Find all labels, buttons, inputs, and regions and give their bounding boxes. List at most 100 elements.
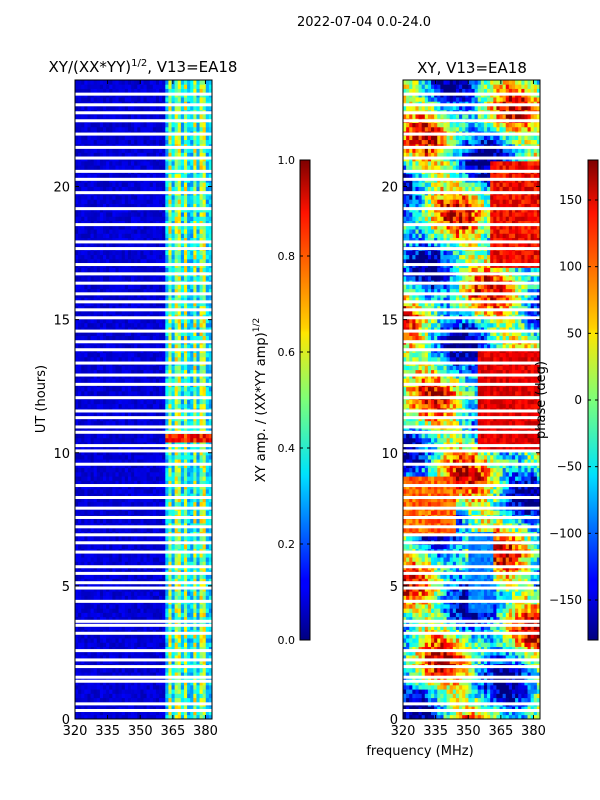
heatmap-cell <box>205 390 210 396</box>
heatmap-cell <box>155 510 160 515</box>
heatmap-cell <box>106 437 110 443</box>
heatmap-cell <box>140 706 144 711</box>
heatmap-cell <box>168 625 172 630</box>
heatmap-cell <box>168 595 172 601</box>
heatmap-cell <box>190 454 194 460</box>
heatmap-cell <box>134 412 138 417</box>
heatmap-cell <box>75 305 79 311</box>
heatmap-cell <box>134 399 138 405</box>
heatmap-cell <box>180 591 185 596</box>
heatmap-cell <box>127 706 132 711</box>
heatmap-cell <box>87 625 91 630</box>
heatmap-cell <box>81 616 85 622</box>
heatmap-cell <box>143 667 148 673</box>
heatmap-cell <box>196 650 200 656</box>
heatmap-cell <box>168 237 172 243</box>
heatmap-cell <box>93 471 98 477</box>
heatmap-cell <box>84 484 88 490</box>
heatmap-cell <box>78 335 82 341</box>
heatmap-cell <box>159 642 163 647</box>
heatmap-cell <box>118 378 123 383</box>
heatmap-cell <box>159 493 163 498</box>
heatmap-cell <box>137 578 141 584</box>
heatmap-cell <box>134 684 138 690</box>
heatmap-cell <box>168 535 172 541</box>
heatmap-cell <box>187 250 191 256</box>
heatmap-cell <box>99 344 104 349</box>
heatmap-cell <box>112 327 116 332</box>
heatmap-cell <box>183 501 188 507</box>
heatmap-cell <box>118 693 123 699</box>
heatmap-cell <box>187 322 191 328</box>
heatmap-cell <box>118 437 123 443</box>
heatmap-cell <box>103 697 107 703</box>
heatmap-cell <box>152 250 157 256</box>
heatmap-cell <box>131 454 135 460</box>
heatmap-cell <box>109 667 113 673</box>
heatmap-cell <box>106 365 110 371</box>
heatmap-cell <box>146 241 151 247</box>
heatmap-cell <box>168 582 172 588</box>
heatmap-cell <box>146 642 151 647</box>
heatmap-cell <box>124 467 129 473</box>
heatmap-cell <box>93 369 98 375</box>
heatmap-cell <box>155 327 160 332</box>
heatmap-cell <box>171 293 176 298</box>
heatmap-cell <box>162 527 166 532</box>
heatmap-cell <box>146 476 151 481</box>
heatmap-cell <box>106 608 110 613</box>
heatmap-cell <box>155 655 160 660</box>
heatmap-cell <box>81 454 85 460</box>
heatmap-cell <box>168 574 172 579</box>
heatmap-cell <box>162 518 166 524</box>
heatmap-cell <box>177 471 182 477</box>
heatmap-cell <box>90 399 95 405</box>
heatmap-cell <box>87 378 91 383</box>
heatmap-cell <box>143 258 148 264</box>
heatmap-cell <box>131 621 135 626</box>
heatmap-cell <box>90 412 95 417</box>
heatmap-cell <box>152 642 157 647</box>
heatmap-cell <box>168 327 172 332</box>
heatmap-cell <box>199 574 204 579</box>
heatmap-cell <box>143 356 148 362</box>
heatmap-cell <box>109 454 113 460</box>
heatmap-cell <box>196 318 200 324</box>
heatmap-cell <box>208 254 213 260</box>
heatmap-cell <box>165 667 169 673</box>
heatmap-cell <box>208 659 213 665</box>
heatmap-cell <box>196 310 200 315</box>
heatmap-cell <box>146 625 151 630</box>
heatmap-cell <box>127 258 132 264</box>
heatmap-cell <box>152 335 157 341</box>
heatmap-cell <box>180 335 185 341</box>
heatmap-cell <box>183 650 188 656</box>
heatmap-cell <box>140 476 144 481</box>
heatmap-cell <box>127 275 132 281</box>
heatmap-cell <box>187 254 191 260</box>
heatmap-cell <box>183 412 188 417</box>
heatmap-cell <box>112 352 116 358</box>
heatmap-cell <box>124 233 129 239</box>
heatmap-cell <box>146 344 151 349</box>
heatmap-cell <box>118 284 123 290</box>
heatmap-cell <box>93 344 98 349</box>
heatmap-cell <box>140 305 144 311</box>
heatmap-cell <box>93 488 98 494</box>
heatmap-cell <box>106 233 110 239</box>
heatmap-cell <box>75 267 79 273</box>
heatmap-cell <box>137 288 141 294</box>
heatmap-cell <box>146 318 151 324</box>
heatmap-cell <box>87 471 91 477</box>
heatmap-cell <box>96 689 101 694</box>
heatmap-cell <box>143 386 148 392</box>
heatmap-cell <box>115 352 119 358</box>
heatmap-cell <box>137 684 141 690</box>
heatmap-cell <box>177 318 182 324</box>
heatmap-cell <box>131 497 135 503</box>
heatmap-cell <box>75 578 79 584</box>
heatmap-cell <box>208 293 213 298</box>
heatmap-cell <box>93 378 98 383</box>
heatmap-cell <box>208 297 213 302</box>
heatmap-cell <box>81 659 85 665</box>
